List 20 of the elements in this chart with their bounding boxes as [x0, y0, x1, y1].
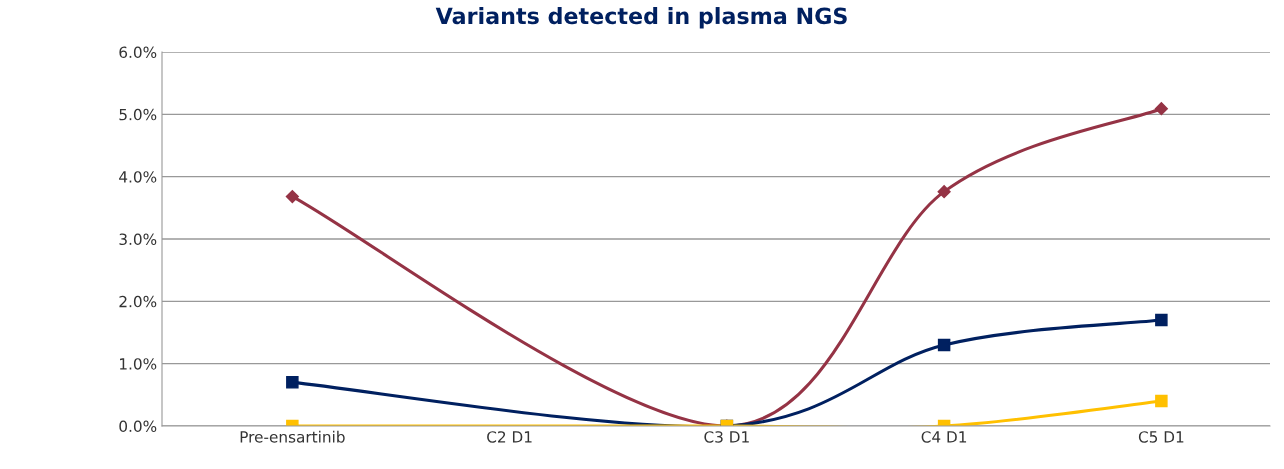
- point: [1155, 394, 1168, 408]
- x-tick-label: C3 D1: [704, 431, 749, 443]
- point: [286, 376, 299, 389]
- y-tick-label: 1.0%: [120, 358, 157, 370]
- y-tick-label: 5.0%: [119, 108, 157, 121]
- y-tick-label: 0.0%: [119, 420, 157, 433]
- y-tick-label: 6.0%: [119, 46, 157, 59]
- y-tick-label: 4.0%: [119, 171, 157, 183]
- chart-title: Variants detected in plasma NGS: [435, 7, 847, 29]
- y-tick-label: 3.0%: [119, 233, 157, 246]
- point: [285, 190, 299, 204]
- point: [1155, 313, 1168, 327]
- point: [937, 185, 951, 199]
- y-tick-label: 2.0%: [119, 295, 157, 308]
- point: [1154, 102, 1168, 116]
- x-tick-label: C5 D1: [1138, 431, 1184, 443]
- x-tick-label: C4 D1: [921, 431, 967, 443]
- point: [937, 338, 951, 352]
- x-tick-label: Pre-ensartinib: [240, 430, 345, 443]
- x-tick-label: C2 D1: [487, 431, 532, 443]
